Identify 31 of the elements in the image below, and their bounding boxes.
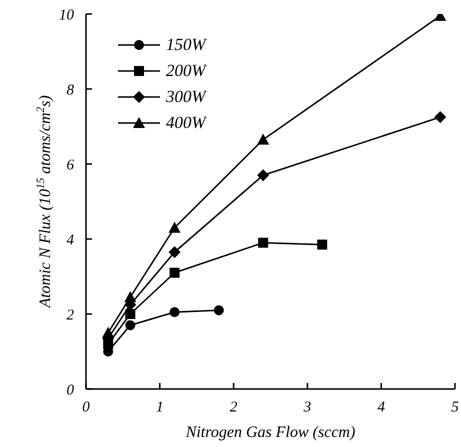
legend-label: 150W	[166, 34, 206, 56]
x-tick-label: 3	[302, 400, 312, 416]
point	[168, 222, 181, 233]
point	[168, 246, 181, 258]
point	[125, 320, 136, 330]
point	[317, 240, 328, 250]
y-tick-label: 2	[66, 307, 74, 324]
legend-label: 400W	[166, 112, 206, 134]
point	[434, 111, 446, 124]
legend-label: 300W	[166, 86, 206, 108]
point	[214, 305, 224, 316]
point	[124, 291, 136, 302]
y-tick-label: 0	[66, 382, 74, 398]
x-tick-label: 4	[377, 400, 386, 416]
x-tick-label: 1	[156, 400, 164, 416]
y-tick-label: 6	[66, 157, 74, 174]
x-axis-title: Nitrogen Gas Flow (sccm)	[184, 424, 356, 441]
y-tick-label: 10	[59, 7, 74, 24]
y-tick-label: 8	[66, 82, 74, 98]
point	[125, 309, 136, 319]
point	[258, 238, 268, 248]
point	[257, 169, 270, 182]
x-tick-label: 0	[82, 400, 90, 416]
point	[257, 134, 270, 145]
point	[170, 268, 180, 278]
y-tick-label: 4	[66, 232, 74, 248]
point	[170, 307, 180, 318]
legend-label: 200W	[166, 60, 206, 82]
point	[102, 326, 114, 338]
x-tick-label: 2	[230, 400, 238, 416]
x-tick-label: 5	[451, 400, 460, 416]
